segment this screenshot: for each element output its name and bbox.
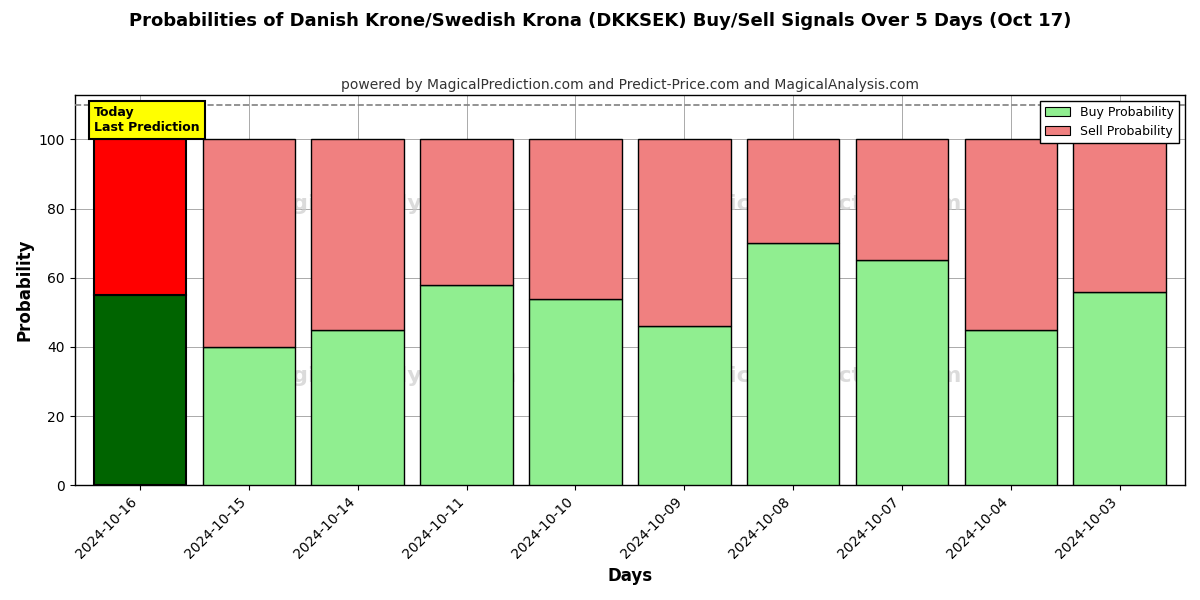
Bar xyxy=(746,139,839,243)
Bar xyxy=(94,295,186,485)
Bar xyxy=(746,243,839,485)
Bar xyxy=(1074,292,1166,485)
Legend: Buy Probability, Sell Probability: Buy Probability, Sell Probability xyxy=(1040,101,1178,143)
Text: Probabilities of Danish Krone/Swedish Krona (DKKSEK) Buy/Sell Signals Over 5 Day: Probabilities of Danish Krone/Swedish Kr… xyxy=(128,12,1072,30)
Bar xyxy=(420,139,512,284)
Bar xyxy=(638,326,731,485)
Bar xyxy=(965,329,1057,485)
Bar xyxy=(420,284,512,485)
Bar xyxy=(312,329,404,485)
Bar xyxy=(856,139,948,260)
Bar xyxy=(965,139,1057,329)
Bar xyxy=(638,139,731,326)
Text: MagicalAnalysis.com: MagicalAnalysis.com xyxy=(254,194,516,214)
Bar xyxy=(529,139,622,299)
Title: powered by MagicalPrediction.com and Predict-Price.com and MagicalAnalysis.com: powered by MagicalPrediction.com and Pre… xyxy=(341,78,919,92)
Text: Today
Last Prediction: Today Last Prediction xyxy=(95,106,200,134)
Bar xyxy=(94,139,186,295)
Bar xyxy=(529,299,622,485)
Y-axis label: Probability: Probability xyxy=(16,239,34,341)
Bar xyxy=(1074,139,1166,292)
Text: MagicalPrediction.com: MagicalPrediction.com xyxy=(676,366,961,386)
Text: MagicalAnalysis.com: MagicalAnalysis.com xyxy=(254,366,516,386)
Text: MagicalPrediction.com: MagicalPrediction.com xyxy=(676,194,961,214)
Bar xyxy=(856,260,948,485)
Bar xyxy=(203,139,295,347)
X-axis label: Days: Days xyxy=(607,567,653,585)
Bar xyxy=(312,139,404,329)
Bar xyxy=(203,347,295,485)
